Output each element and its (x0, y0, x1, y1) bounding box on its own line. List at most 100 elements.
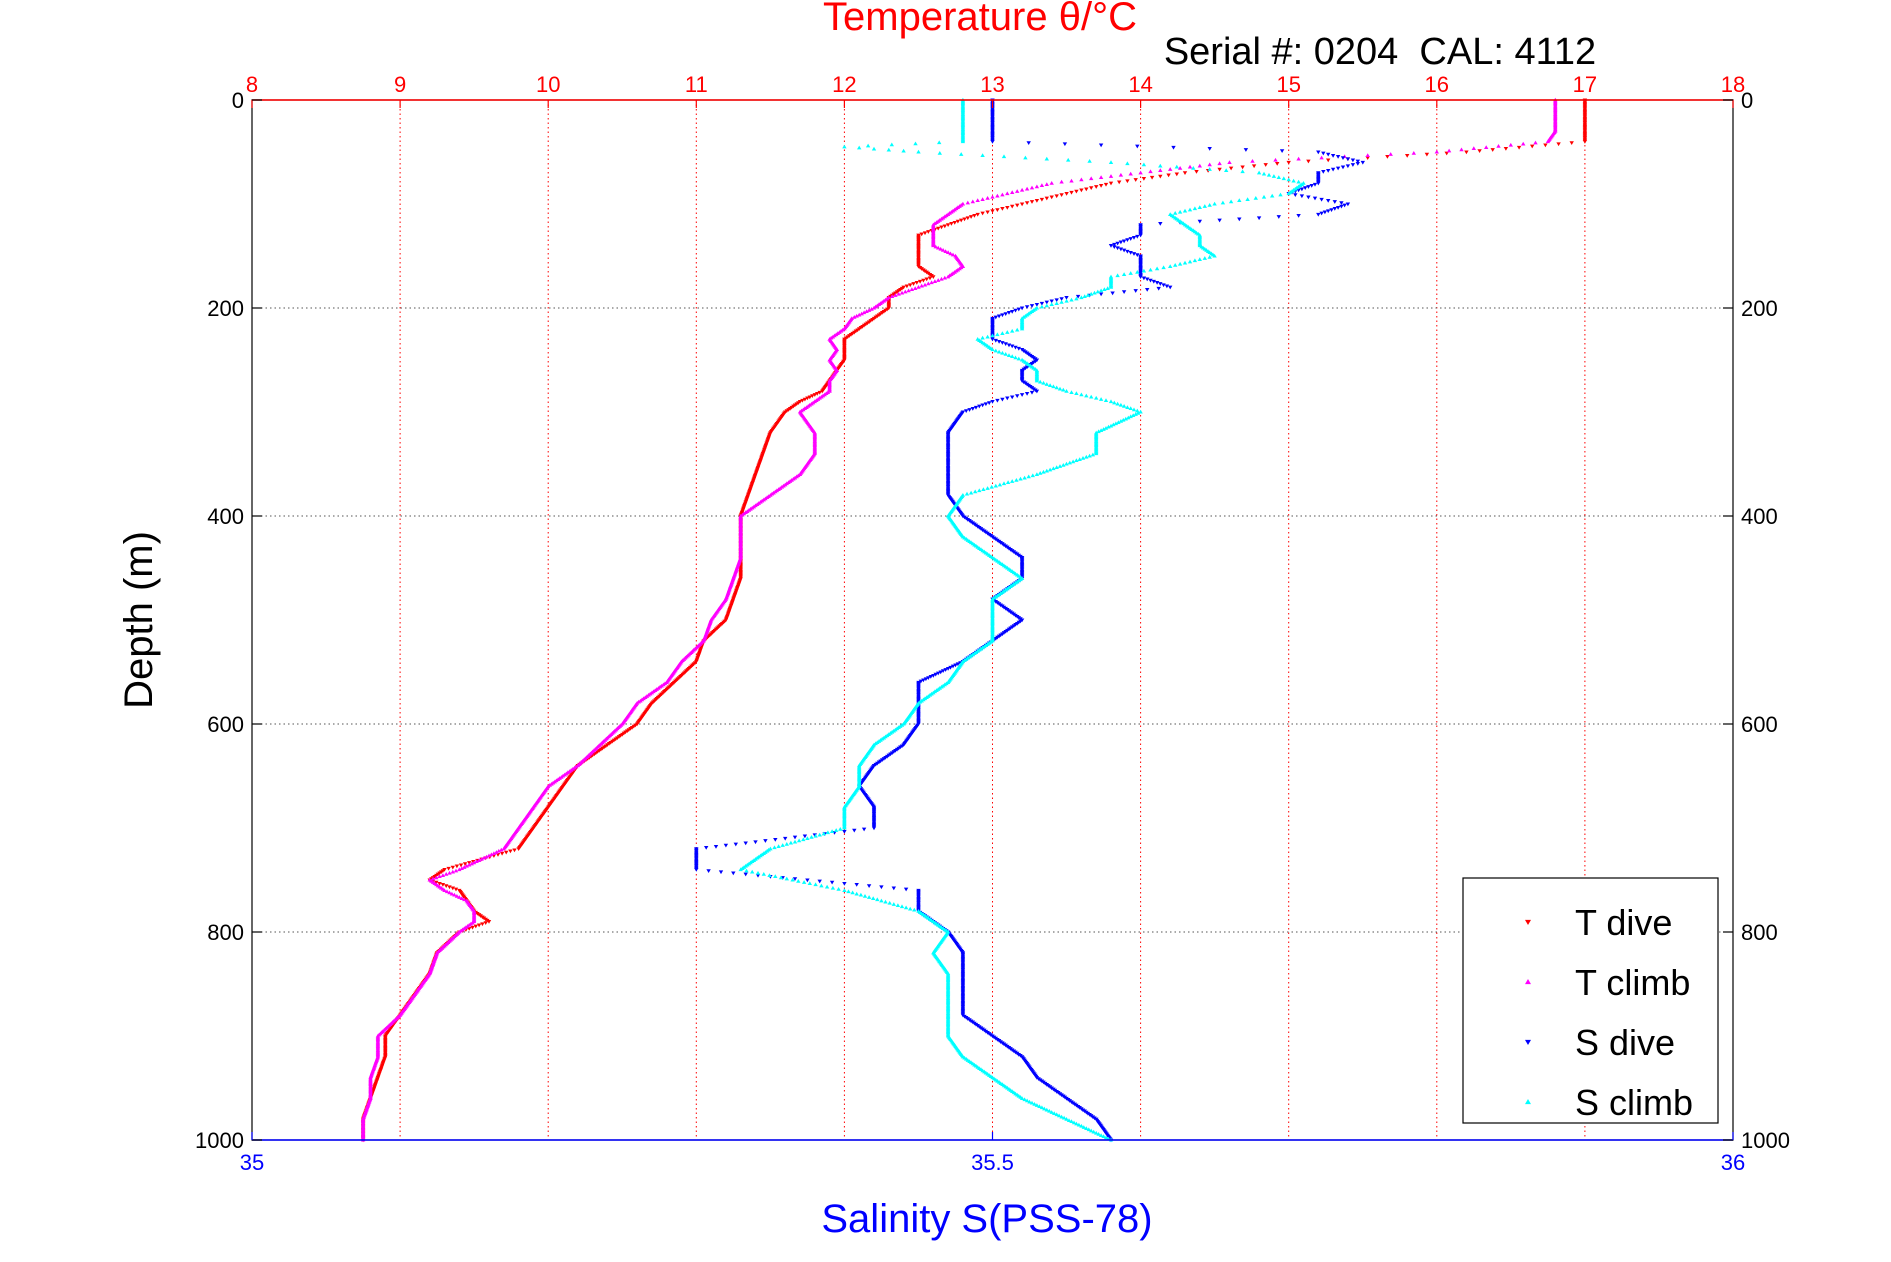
data-point (1582, 140, 1588, 144)
data-point (895, 903, 901, 907)
data-point (1098, 183, 1104, 188)
data-point (995, 332, 1000, 337)
data-point (1131, 413, 1136, 418)
data-point (743, 872, 748, 877)
depth-tick-label-right: 800 (1741, 920, 1778, 945)
data-point (1471, 146, 1476, 151)
data-point (919, 232, 924, 237)
data-point (1340, 165, 1346, 170)
data-point (887, 900, 892, 905)
data-point (1084, 393, 1089, 398)
data-point (1569, 141, 1574, 145)
data-point (1023, 155, 1028, 160)
data-point (462, 865, 467, 869)
data-point (444, 872, 449, 876)
data-point (1000, 313, 1005, 318)
data-point (1177, 261, 1183, 266)
data-point (1464, 150, 1469, 155)
serial-annotation: Serial #: 0204 CAL: 4112 (1164, 31, 1596, 73)
data-point (850, 890, 855, 895)
data-point (1098, 397, 1104, 401)
data-point (819, 883, 824, 888)
data-point (1131, 407, 1137, 412)
data-point (869, 307, 874, 311)
data-point (1037, 1104, 1042, 1109)
data-point (483, 921, 488, 925)
data-point (1094, 395, 1099, 400)
data-point (792, 877, 798, 881)
data-point (838, 827, 843, 831)
data-point (945, 250, 951, 255)
data-point (1003, 352, 1008, 356)
temperature-tick-label: 17 (1573, 72, 1597, 97)
data-point (912, 907, 917, 912)
data-point (985, 486, 990, 490)
data-point (1516, 145, 1522, 150)
data-point (980, 153, 985, 158)
data-point (993, 315, 998, 320)
data-point (805, 878, 810, 883)
data-point (784, 842, 789, 846)
data-point (1168, 167, 1173, 171)
data-point (1291, 178, 1296, 183)
data-point (1217, 218, 1222, 223)
series-s-climb (738, 97, 1306, 1142)
data-point (1332, 200, 1337, 204)
x-axis-label: Salinity S(PSS-78) (821, 1197, 1152, 1241)
data-point (1141, 177, 1147, 181)
data-point (1138, 409, 1143, 414)
data-point (1312, 182, 1318, 187)
data-point (495, 853, 501, 857)
data-point (889, 142, 894, 147)
data-point (1069, 297, 1074, 302)
data-point (1034, 1103, 1040, 1107)
data-point (1001, 154, 1007, 159)
data-point (744, 868, 749, 873)
data-point (1115, 273, 1120, 278)
data-point (706, 869, 711, 873)
data-point (1496, 144, 1501, 148)
data-point (953, 663, 958, 668)
data-point (1521, 141, 1526, 146)
data-point (1082, 294, 1087, 298)
data-point (430, 876, 436, 881)
data-point (1117, 180, 1122, 185)
data-point (1135, 253, 1140, 257)
data-point (1316, 212, 1321, 217)
data-point (1034, 472, 1040, 476)
data-point (800, 398, 805, 403)
data-point (1087, 453, 1092, 458)
temperature-tick-label: 14 (1128, 72, 1152, 97)
data-point (1006, 353, 1012, 357)
data-point (1149, 175, 1155, 180)
data-point (1034, 302, 1040, 307)
data-point (1161, 283, 1166, 288)
data-point (1141, 276, 1147, 281)
data-point (973, 405, 979, 410)
data-point (1039, 1105, 1045, 1110)
data-point (950, 252, 956, 257)
data-point (1103, 426, 1109, 430)
data-point (1202, 204, 1207, 208)
legend: T dive T climb S dive S climb (1462, 877, 1719, 1124)
data-point (1158, 222, 1163, 226)
data-point (1342, 203, 1347, 208)
data-point (1051, 466, 1056, 471)
data-point (936, 226, 941, 231)
data-point (928, 675, 933, 679)
data-point (871, 146, 877, 151)
data-point (772, 845, 777, 850)
data-point (1034, 389, 1040, 394)
data-point (469, 861, 474, 866)
data-point (1121, 248, 1127, 253)
data-point (980, 403, 985, 408)
data-point (1089, 186, 1094, 190)
data-point (1388, 152, 1393, 156)
data-point (1034, 184, 1040, 189)
data-point (903, 289, 908, 294)
data-point (1029, 200, 1035, 204)
data-point (1026, 474, 1031, 479)
data-point (508, 849, 513, 854)
data-point (904, 284, 910, 289)
data-point (1135, 270, 1140, 274)
